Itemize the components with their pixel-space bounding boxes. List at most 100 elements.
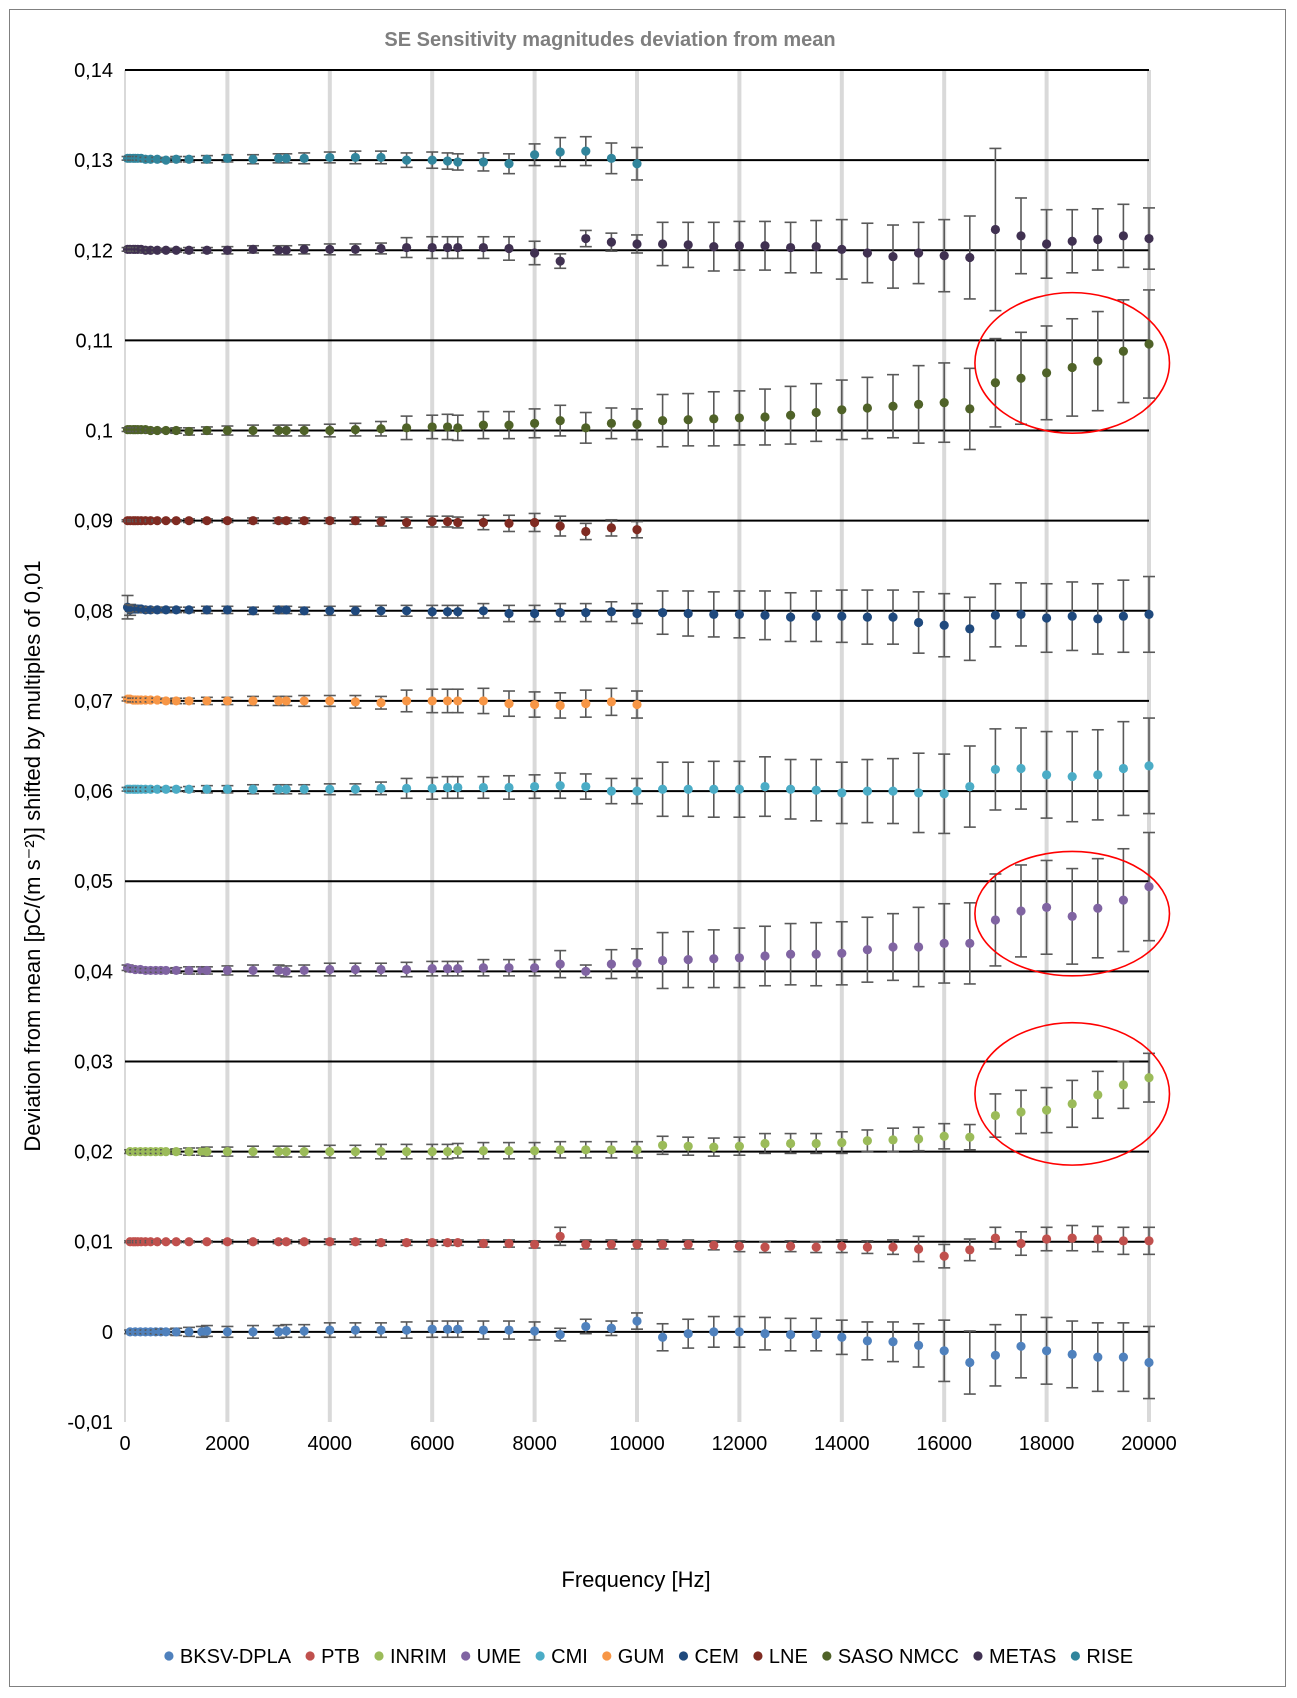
data-point <box>274 425 284 436</box>
data-point <box>632 786 642 796</box>
data-point <box>504 1238 514 1249</box>
y-tick-label: 0,06 <box>74 781 113 803</box>
data-point <box>1067 1233 1077 1243</box>
data-point <box>184 696 194 706</box>
data-point <box>274 696 284 706</box>
data-point <box>248 1327 258 1337</box>
data-point <box>530 781 540 792</box>
data-point <box>184 426 194 437</box>
data-point <box>1118 611 1128 621</box>
data-point <box>161 605 171 615</box>
data-point <box>606 959 617 969</box>
data-point <box>555 1329 565 1340</box>
data-point <box>402 423 412 433</box>
data-point <box>281 605 291 615</box>
data-point <box>837 244 847 254</box>
data-point <box>914 942 924 952</box>
data-point <box>888 401 898 411</box>
data-point <box>1144 339 1154 349</box>
data-point <box>914 399 924 409</box>
legend-label: INRIM <box>390 1646 447 1668</box>
data-point <box>939 1131 949 1141</box>
chart-svg: SE Sensitivity magnitudes deviation from… <box>20 29 1177 1668</box>
data-point <box>1093 356 1103 366</box>
data-point <box>786 612 796 622</box>
legend-label: CEM <box>694 1646 738 1668</box>
data-point <box>709 1142 719 1152</box>
data-point <box>709 784 719 794</box>
data-point <box>152 695 162 705</box>
y-tick-label: 0,03 <box>74 1051 113 1073</box>
data-point <box>325 606 335 616</box>
data-point <box>442 1324 453 1334</box>
data-point <box>1016 906 1026 916</box>
data-point <box>606 523 617 533</box>
data-point <box>152 1237 162 1247</box>
data-point <box>811 1329 821 1340</box>
legend-marker <box>602 1651 612 1661</box>
data-point <box>504 159 514 169</box>
legend-label: METAS <box>989 1646 1056 1668</box>
data-point <box>914 617 924 628</box>
data-point <box>606 1323 617 1333</box>
data-point <box>734 609 745 620</box>
data-point <box>530 517 540 528</box>
data-point <box>632 525 642 535</box>
data-point <box>837 1137 847 1148</box>
data-point <box>427 1238 437 1248</box>
data-point <box>734 1327 745 1337</box>
data-point <box>709 1327 719 1337</box>
data-point <box>760 610 770 620</box>
data-point <box>965 252 975 263</box>
data-point <box>248 1237 258 1247</box>
data-point <box>1144 609 1154 620</box>
x-tick-label: 4000 <box>308 1433 353 1455</box>
series-rise <box>121 135 643 181</box>
data-point <box>350 697 360 707</box>
data-point <box>632 239 642 249</box>
data-point <box>760 1329 770 1339</box>
data-point <box>837 611 847 621</box>
data-point <box>786 410 796 420</box>
data-point <box>1042 613 1052 623</box>
data-point <box>202 1147 212 1157</box>
data-point <box>786 1329 796 1340</box>
data-point <box>325 152 335 163</box>
data-point <box>376 1238 386 1248</box>
data-point <box>376 152 386 163</box>
data-point <box>453 1238 463 1248</box>
data-point <box>161 1237 171 1247</box>
data-point <box>248 1147 258 1157</box>
data-point <box>248 696 258 706</box>
y-tick-label: 0,12 <box>74 240 113 262</box>
data-point <box>202 1326 212 1336</box>
data-point <box>811 785 821 795</box>
series-layer <box>121 135 1155 1400</box>
data-point <box>478 963 488 973</box>
data-point <box>248 425 258 436</box>
data-point <box>325 516 335 526</box>
data-point <box>325 1325 335 1335</box>
data-point <box>427 516 437 527</box>
data-point <box>965 1132 975 1142</box>
highlight-ellipse <box>974 850 1171 977</box>
legend-item: CMI <box>535 1646 588 1668</box>
data-point <box>453 423 463 433</box>
data-point <box>222 245 232 255</box>
data-point <box>939 938 949 948</box>
legend-item: INRIM <box>374 1646 447 1668</box>
data-point <box>478 517 488 528</box>
data-point <box>350 606 360 616</box>
data-point <box>683 1239 693 1250</box>
data-point <box>683 955 693 965</box>
data-point <box>402 696 412 706</box>
data-point <box>427 607 437 617</box>
y-tick-label: 0,1 <box>85 421 113 443</box>
data-point <box>709 609 719 620</box>
data-point <box>760 951 770 961</box>
data-point <box>786 1241 796 1251</box>
data-point <box>171 965 181 976</box>
data-point <box>442 156 453 166</box>
data-point <box>888 612 898 622</box>
y-tick-label: 0,01 <box>74 1232 113 1254</box>
